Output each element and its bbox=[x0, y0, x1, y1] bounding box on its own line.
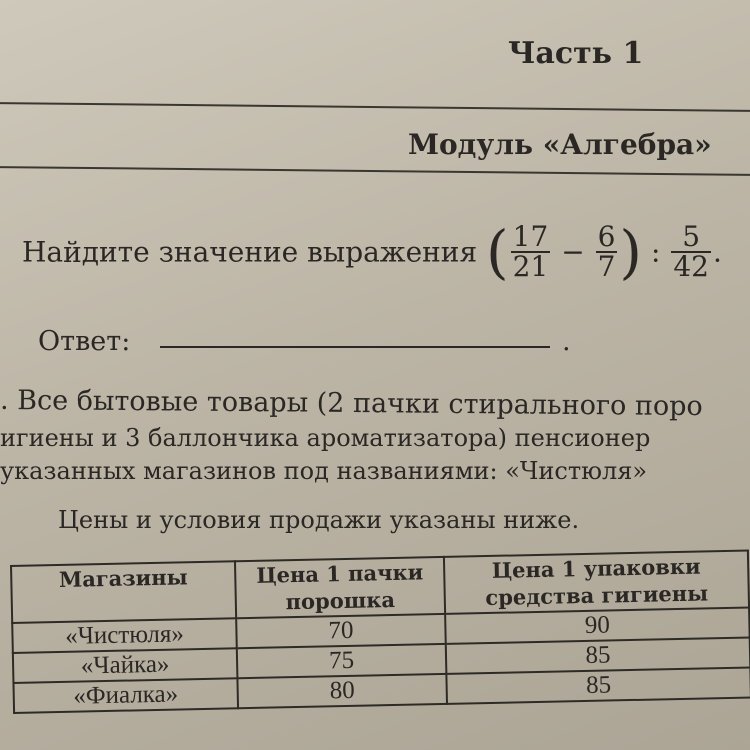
task2-line: Цены и условия продажи указаны ниже. bbox=[58, 506, 580, 534]
store-name: «Чистюля» bbox=[12, 617, 237, 653]
price-table: Магазины Цена 1 пачки порошка Цена 1 упа… bbox=[10, 550, 750, 714]
header-powder: Цена 1 пачки порошка bbox=[234, 556, 446, 618]
header-stores: Магазины bbox=[11, 561, 237, 623]
divider bbox=[0, 102, 750, 112]
store-name: «Чайка» bbox=[12, 647, 238, 683]
hygiene-price: 85 bbox=[446, 667, 750, 704]
answer-field[interactable] bbox=[160, 326, 550, 348]
powder-price: 80 bbox=[237, 673, 447, 708]
task2-line: указанных магазинов под названиями: «Чис… bbox=[0, 457, 648, 485]
task1-expression: Найдите значение выражения (17 21 − 6 7) :… bbox=[22, 218, 722, 286]
store-name: «Фиалка» bbox=[13, 677, 239, 713]
fraction: 17 21 bbox=[510, 220, 551, 283]
task1-prompt: Найдите значение выражения bbox=[22, 235, 478, 269]
module-heading: Модуль «Алгебра» bbox=[408, 128, 712, 161]
task2-line: игиены и 3 баллончика ароматизатора) пен… bbox=[0, 424, 651, 452]
header-hygiene: Цена 1 упаковки средства гигиены bbox=[443, 550, 750, 614]
answer-label: Ответ: bbox=[38, 326, 131, 357]
powder-price: 70 bbox=[236, 613, 446, 648]
task2-line: . Все бытовые товары (2 пачки стиральног… bbox=[0, 384, 703, 423]
powder-price: 75 bbox=[236, 643, 447, 678]
divider bbox=[0, 166, 750, 176]
fraction: 5 42 bbox=[671, 220, 711, 283]
answer-period: . bbox=[562, 326, 571, 357]
part-heading: Часть 1 bbox=[508, 36, 644, 71]
